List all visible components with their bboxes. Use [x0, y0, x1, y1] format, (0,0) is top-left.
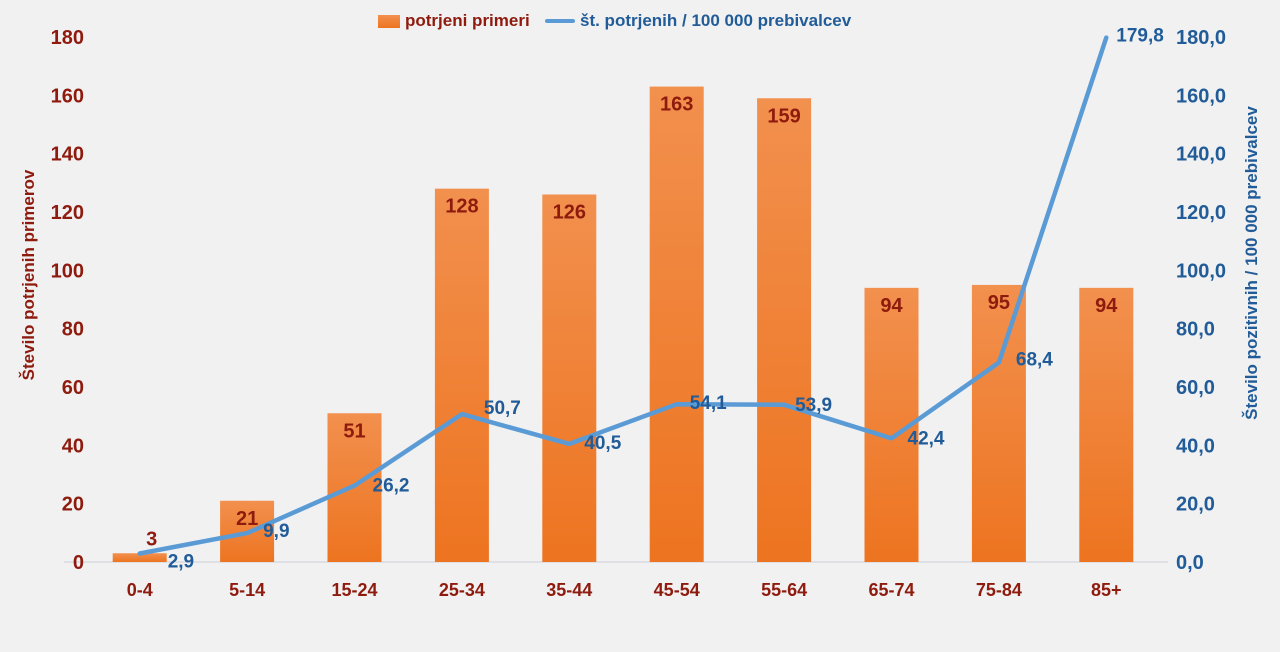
right-tick-label: 100,0 — [1176, 260, 1226, 282]
bar-value-label: 94 — [880, 295, 903, 317]
left-tick-label: 80 — [62, 319, 84, 341]
line-value-label: 50,7 — [484, 398, 521, 419]
line-value-label: 42,4 — [908, 428, 945, 449]
line-series — [137, 35, 1109, 556]
line-value-label: 26,2 — [373, 476, 410, 497]
bar — [1079, 287, 1134, 562]
left-tick-label: 180 — [51, 27, 84, 49]
x-category-label: 0-4 — [127, 580, 153, 600]
bar — [112, 553, 167, 562]
bar — [757, 98, 812, 562]
left-tick-label: 120 — [51, 202, 84, 224]
right-tick-label: 180,0 — [1176, 27, 1226, 49]
x-category-label: 25-34 — [439, 580, 485, 600]
bar-value-label: 95 — [988, 292, 1010, 314]
legend-bar-label: potrjeni primeri — [405, 11, 530, 30]
bar-value-label: 3 — [146, 528, 157, 550]
line-value-label: 54,1 — [690, 393, 727, 414]
left-tick-label: 100 — [51, 260, 84, 282]
x-category-label: 45-54 — [654, 580, 700, 600]
bar — [649, 86, 704, 562]
right-tick-label: 120,0 — [1176, 202, 1226, 224]
legend-line-label: št. potrjenih / 100 000 prebivalcev — [580, 11, 852, 30]
bar-series-swatch-icon — [378, 14, 400, 28]
bar — [971, 284, 1026, 562]
bar-value-label: 126 — [553, 202, 586, 224]
line-value-label: 179,8 — [1116, 26, 1164, 47]
x-category-label: 35-44 — [546, 580, 592, 600]
x-category-label: 15-24 — [331, 580, 377, 600]
x-category-label: 75-84 — [976, 580, 1022, 600]
left-tick-label: 140 — [51, 144, 84, 166]
line-value-label: 40,5 — [584, 433, 621, 454]
bar-value-label: 94 — [1095, 295, 1118, 317]
right-tick-label: 0,0 — [1176, 552, 1204, 574]
left-tick-label: 20 — [62, 494, 84, 516]
right-tick-label: 160,0 — [1176, 85, 1226, 107]
line-value-label: 68,4 — [1016, 350, 1053, 371]
bar-value-label: 21 — [236, 508, 258, 530]
line-value-label: 2,9 — [168, 552, 194, 573]
left-tick-label: 160 — [51, 85, 84, 107]
right-tick-label: 60,0 — [1176, 377, 1215, 399]
line-series-swatch-icon — [545, 19, 575, 23]
bar — [542, 194, 597, 562]
legend-item-bars: potrjeni primeri — [378, 11, 530, 31]
bar-value-label: 159 — [767, 105, 800, 127]
line-value-label: 53,9 — [795, 395, 832, 416]
right-tick-label: 20,0 — [1176, 494, 1215, 516]
bar-value-label: 51 — [343, 420, 365, 442]
bar — [434, 188, 489, 562]
bar-value-label: 128 — [445, 196, 478, 218]
left-tick-label: 0 — [73, 552, 84, 574]
left-tick-label: 40 — [62, 435, 84, 457]
x-category-label: 5-14 — [229, 580, 265, 600]
bar-value-label: 163 — [660, 94, 693, 116]
x-category-label: 65-74 — [868, 580, 914, 600]
right-tick-label: 140,0 — [1176, 144, 1226, 166]
x-category-label: 55-64 — [761, 580, 807, 600]
left-tick-label: 60 — [62, 377, 84, 399]
line-value-label: 9,9 — [263, 521, 289, 542]
x-category-label: 85+ — [1091, 580, 1122, 600]
legend-item-line: št. potrjenih / 100 000 prebivalcev — [545, 11, 851, 31]
right-tick-label: 80,0 — [1176, 319, 1215, 341]
right-tick-label: 40,0 — [1176, 435, 1215, 457]
